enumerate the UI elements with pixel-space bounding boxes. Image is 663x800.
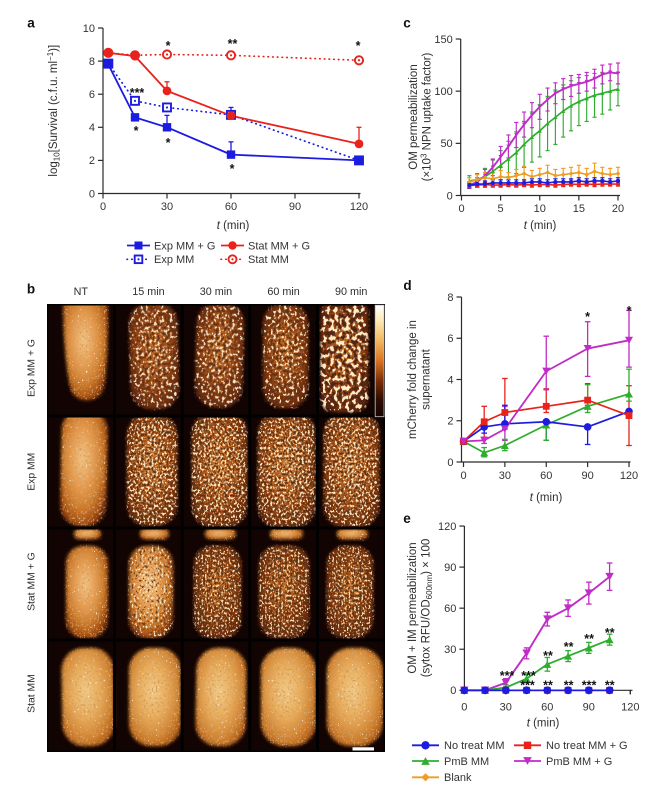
svg-text:*: * bbox=[585, 310, 590, 324]
svg-text:*: * bbox=[166, 136, 171, 150]
svg-text:0: 0 bbox=[458, 203, 464, 215]
svg-text:30: 30 bbox=[499, 470, 511, 482]
svg-text:120: 120 bbox=[620, 470, 638, 482]
svg-text:90: 90 bbox=[444, 562, 456, 574]
svg-text:0: 0 bbox=[450, 685, 456, 697]
svg-text:0: 0 bbox=[447, 457, 453, 469]
svg-text:20: 20 bbox=[612, 203, 624, 215]
svg-text:**: ** bbox=[543, 649, 553, 663]
svg-text:8: 8 bbox=[447, 292, 453, 304]
svg-text:90: 90 bbox=[581, 470, 593, 482]
svg-text:e: e bbox=[403, 511, 411, 526]
svg-text:15: 15 bbox=[573, 203, 585, 215]
svg-text:30: 30 bbox=[161, 201, 173, 213]
svg-text:150: 150 bbox=[434, 34, 452, 46]
svg-text:(×103 NPN uptake factor): (×103 NPN uptake factor) bbox=[420, 52, 434, 181]
svg-text:10: 10 bbox=[83, 23, 95, 35]
svg-text:***: *** bbox=[582, 679, 597, 693]
svg-text:***: *** bbox=[520, 679, 535, 693]
svg-text:PmB MM: PmB MM bbox=[444, 756, 489, 768]
svg-text:mCherry fold change in: mCherry fold change in bbox=[407, 320, 419, 439]
svg-text:a: a bbox=[27, 15, 35, 30]
svg-text:4: 4 bbox=[89, 122, 95, 134]
svg-text:**: ** bbox=[543, 679, 553, 693]
svg-text:t (min): t (min) bbox=[524, 220, 557, 232]
svg-text:No treat MM: No treat MM bbox=[444, 740, 505, 752]
svg-text:*: * bbox=[230, 162, 235, 176]
svg-text:***: *** bbox=[521, 669, 536, 683]
svg-text:30 min: 30 min bbox=[200, 286, 232, 298]
svg-text:Stat MM: Stat MM bbox=[248, 254, 289, 266]
svg-text:120: 120 bbox=[350, 201, 368, 213]
svg-text:d: d bbox=[403, 278, 411, 293]
svg-text:30: 30 bbox=[444, 644, 456, 656]
svg-text:6: 6 bbox=[89, 89, 95, 101]
svg-text:2: 2 bbox=[447, 416, 453, 428]
svg-text:0: 0 bbox=[100, 201, 106, 213]
svg-text:t (min): t (min) bbox=[217, 220, 250, 232]
svg-text:t (min): t (min) bbox=[530, 492, 563, 504]
svg-text:OM permeabilization: OM permeabilization bbox=[408, 64, 420, 169]
svg-text:*: * bbox=[134, 124, 139, 138]
svg-text:100: 100 bbox=[434, 86, 452, 98]
svg-text:**: ** bbox=[228, 37, 238, 51]
svg-text:**: ** bbox=[605, 626, 615, 640]
svg-text:**: ** bbox=[584, 632, 594, 646]
svg-text:t (min): t (min) bbox=[527, 718, 560, 730]
svg-text:No treat MM + G: No treat MM + G bbox=[546, 740, 628, 752]
svg-text:*: * bbox=[627, 304, 632, 318]
svg-text:Exp MM + G: Exp MM + G bbox=[27, 339, 38, 397]
svg-text:60: 60 bbox=[541, 701, 553, 713]
svg-text:**: ** bbox=[605, 679, 615, 693]
svg-text:Stat MM + G: Stat MM + G bbox=[27, 552, 38, 611]
svg-text:60: 60 bbox=[225, 201, 237, 213]
svg-text:**: ** bbox=[564, 640, 574, 654]
svg-text:Blank: Blank bbox=[444, 772, 472, 784]
svg-text:60 min: 60 min bbox=[267, 286, 299, 298]
svg-text:90: 90 bbox=[583, 701, 595, 713]
svg-text:Stat MM + G: Stat MM + G bbox=[248, 240, 310, 252]
svg-text:**: ** bbox=[564, 679, 574, 693]
svg-text:2: 2 bbox=[89, 155, 95, 167]
svg-text:supernatant: supernatant bbox=[421, 348, 433, 410]
svg-text:Exp MM + G: Exp MM + G bbox=[154, 240, 215, 252]
svg-text:15 min: 15 min bbox=[132, 286, 164, 298]
svg-text:0: 0 bbox=[461, 701, 467, 713]
svg-text:60: 60 bbox=[444, 603, 456, 615]
svg-text:0: 0 bbox=[89, 188, 95, 200]
svg-text:log10[Survival (c.f.u. ml−1)]: log10[Survival (c.f.u. ml−1)] bbox=[46, 45, 62, 177]
svg-text:b: b bbox=[27, 282, 35, 297]
svg-text:50: 50 bbox=[440, 138, 452, 150]
svg-text:(sytox RFU/OD600nm) × 100: (sytox RFU/OD600nm) × 100 bbox=[421, 539, 435, 678]
svg-text:120: 120 bbox=[621, 701, 639, 713]
svg-text:***: *** bbox=[500, 669, 515, 683]
svg-text:8: 8 bbox=[89, 56, 95, 68]
svg-text:6: 6 bbox=[447, 333, 453, 345]
svg-text:Exp MM: Exp MM bbox=[27, 453, 38, 491]
svg-text:PmB MM + G: PmB MM + G bbox=[546, 756, 612, 768]
svg-text:60: 60 bbox=[540, 470, 552, 482]
svg-text:0: 0 bbox=[460, 470, 466, 482]
svg-text:*: * bbox=[166, 39, 171, 53]
svg-text:120: 120 bbox=[438, 521, 456, 533]
svg-text:4: 4 bbox=[447, 374, 453, 386]
svg-text:Exp MM: Exp MM bbox=[154, 254, 194, 266]
svg-text:Stat MM: Stat MM bbox=[27, 674, 38, 713]
svg-text:NT: NT bbox=[74, 286, 89, 298]
svg-text:*: * bbox=[356, 39, 361, 53]
svg-text:***: *** bbox=[130, 86, 145, 100]
svg-text:OM + IM permeabilization: OM + IM permeabilization bbox=[407, 542, 419, 673]
svg-text:10: 10 bbox=[534, 203, 546, 215]
svg-text:90: 90 bbox=[289, 201, 301, 213]
svg-text:5: 5 bbox=[498, 203, 504, 215]
svg-text:c: c bbox=[403, 16, 411, 31]
svg-text:30: 30 bbox=[500, 701, 512, 713]
svg-text:0: 0 bbox=[447, 190, 453, 202]
svg-text:90 min: 90 min bbox=[335, 286, 367, 298]
